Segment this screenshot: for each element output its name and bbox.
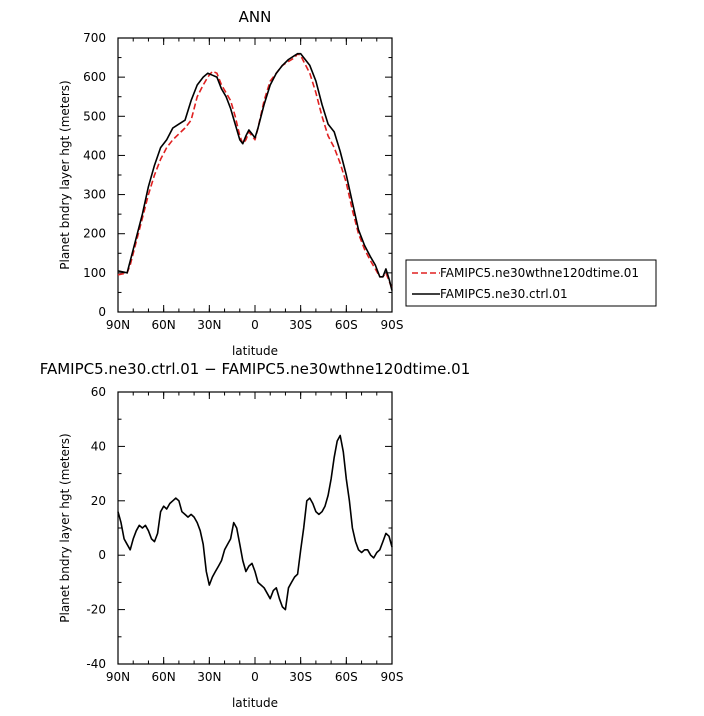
y-tick-label: 40 <box>91 439 106 453</box>
x-tick-label: 60N <box>152 670 176 684</box>
x-tick-label: 60S <box>335 670 358 684</box>
legend-box <box>405 259 657 307</box>
x-tick-label: 90S <box>381 670 404 684</box>
y-tick-label: 700 <box>83 31 106 45</box>
y-tick-label: 20 <box>91 494 106 508</box>
x-axis-label: latitude <box>232 696 278 710</box>
x-tick-label: 90S <box>381 318 404 332</box>
y-tick-label: 400 <box>83 148 106 162</box>
x-axis-label: latitude <box>232 344 278 358</box>
top-panel: ANN 90N 60N 30N 0 30S 60S 90S 0 100 200 300 400 500 60… <box>58 8 657 358</box>
x-tick-label: 30S <box>289 670 312 684</box>
series-line-1 <box>117 52 393 289</box>
x-tick-label: 30N <box>197 318 221 332</box>
x-tick-label: 0 <box>251 670 259 684</box>
y-tick-label: 500 <box>83 109 106 123</box>
x-tick-label: 90N <box>106 318 130 332</box>
y-axis-label: Planet bndry layer hgt (meters) <box>58 433 72 623</box>
series-line-1 <box>117 434 393 611</box>
legend-label-1: FAMIPC5.ne30wthne120dtime.01 <box>440 266 639 280</box>
chart-title: FAMIPC5.ne30.ctrl.01 − FAMIPC5.ne30wthne… <box>40 360 471 378</box>
y-tick-label: 0 <box>98 548 106 562</box>
y-tick-label: -20 <box>86 603 106 617</box>
bottom-panel: FAMIPC5.ne30.ctrl.01 − FAMIPC5.ne30wthne… <box>40 360 471 710</box>
x-tick-label: 60N <box>152 318 176 332</box>
x-tick-label: 0 <box>251 318 259 332</box>
chart-title: ANN <box>239 8 272 26</box>
legend-label-2: FAMIPC5.ne30.ctrl.01 <box>440 287 568 301</box>
y-tick-label: 200 <box>83 227 106 241</box>
y-tick-label: 0 <box>98 305 106 319</box>
y-tick-label: 600 <box>83 70 106 84</box>
x-tick-label: 60S <box>335 318 358 332</box>
plot-frame <box>117 37 393 313</box>
series-line-2 <box>117 52 393 291</box>
y-axis-label: Planet bndry layer hgt (meters) <box>58 80 72 270</box>
y-tick-label: 60 <box>91 385 106 399</box>
y-tick-label: 300 <box>83 188 106 202</box>
x-tick-label: 90N <box>106 670 130 684</box>
x-tick-label: 30S <box>289 318 312 332</box>
y-tick-label: -40 <box>86 657 106 671</box>
y-tick-label: 100 <box>83 266 106 280</box>
x-tick-label: 30N <box>197 670 221 684</box>
